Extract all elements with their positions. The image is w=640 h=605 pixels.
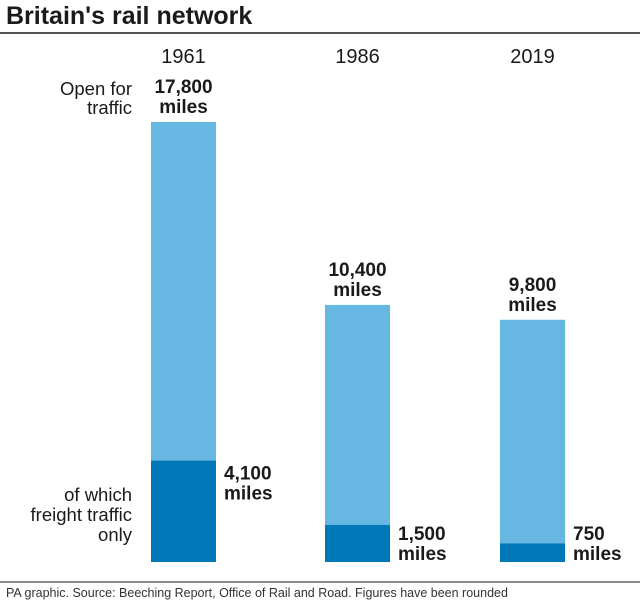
bar-total-1986 xyxy=(325,304,390,562)
total-value-label-1986: 10,400 xyxy=(328,260,386,281)
bar-total-2019 xyxy=(500,319,565,562)
freight-value-label-1961: miles xyxy=(224,484,273,505)
bar-freight-2019 xyxy=(500,543,565,562)
total-value-label-1961: miles xyxy=(159,97,208,118)
freight-series-label: freight traffic xyxy=(31,504,132,525)
year-label-1986: 1986 xyxy=(335,46,380,68)
freight-series-label: only xyxy=(98,524,133,545)
freight-value-label-1986: miles xyxy=(398,544,447,565)
freight-value-label-1986: 1,500 xyxy=(398,524,446,545)
footer-source: PA graphic. Source: Beeching Report, Off… xyxy=(6,586,508,600)
total-value-label-1961: 17,800 xyxy=(154,77,212,98)
total-value-label-1986: miles xyxy=(333,280,382,301)
freight-series-label: of which xyxy=(64,484,132,505)
year-label-1961: 1961 xyxy=(161,46,206,68)
year-label-2019: 2019 xyxy=(510,46,555,68)
freight-value-label-2019: 750 xyxy=(573,524,605,545)
freight-value-label-1961: 4,100 xyxy=(224,464,272,485)
bar-freight-1961 xyxy=(151,460,216,562)
chart-title: Britain's rail network xyxy=(6,2,252,30)
freight-value-label-2019: miles xyxy=(573,544,622,565)
chart-marks: 196117,800miles4,100miles198610,400miles… xyxy=(31,46,622,565)
total-value-label-2019: miles xyxy=(508,295,557,316)
total-series-label: traffic xyxy=(87,97,132,118)
bar-freight-1986 xyxy=(325,524,390,562)
total-value-label-2019: 9,800 xyxy=(509,275,557,296)
total-series-label: Open for xyxy=(60,78,132,99)
